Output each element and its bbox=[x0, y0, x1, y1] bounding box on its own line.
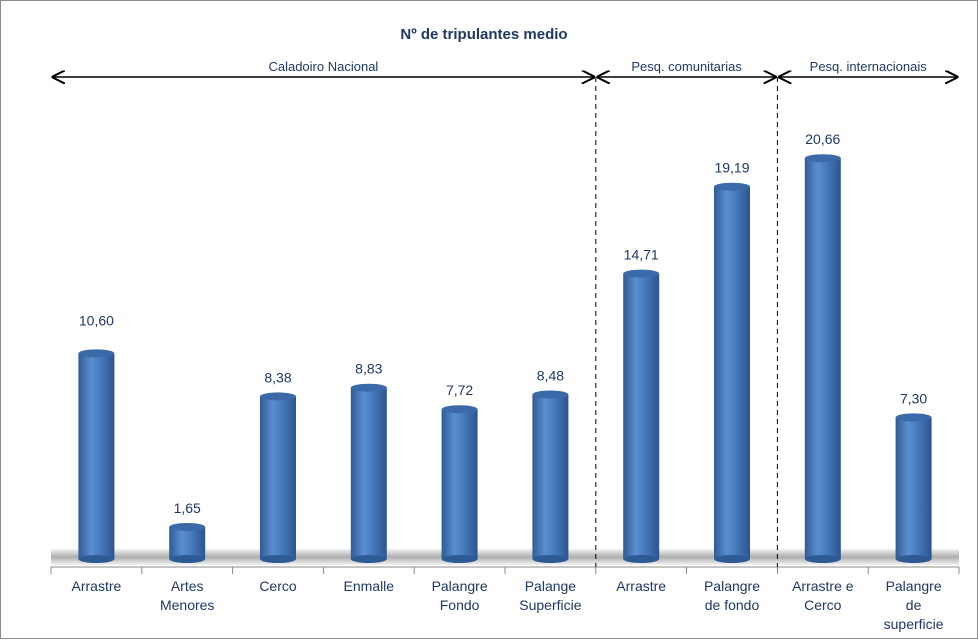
bar-top bbox=[260, 392, 296, 401]
bar-bottom bbox=[169, 555, 206, 563]
data-label: 10,60 bbox=[79, 312, 114, 328]
category-label: Cerco bbox=[804, 597, 842, 613]
group-label: Caladoiro Nacional bbox=[268, 59, 378, 74]
bar-bottom bbox=[350, 555, 387, 563]
category-label: Palange bbox=[525, 578, 577, 594]
category-label: Arrastre bbox=[616, 578, 666, 594]
category-label: Menores bbox=[160, 597, 214, 613]
data-label: 7,72 bbox=[446, 382, 473, 398]
data-label: 19,19 bbox=[714, 160, 749, 176]
category-label: de bbox=[906, 597, 922, 613]
data-label: 8,83 bbox=[355, 361, 382, 377]
bar bbox=[260, 396, 296, 559]
category-label: Cerco bbox=[259, 578, 297, 594]
bar-top bbox=[441, 405, 478, 414]
category-label: Palangre bbox=[704, 578, 760, 594]
category-label: Arrastre e bbox=[792, 578, 854, 594]
category-label: Palangre bbox=[886, 578, 942, 594]
bar-bottom bbox=[78, 555, 115, 563]
bar-top bbox=[350, 383, 387, 392]
bar bbox=[169, 526, 206, 559]
category-label: de fondo bbox=[705, 597, 760, 613]
bar-bottom bbox=[895, 555, 932, 563]
bar-top bbox=[78, 349, 115, 358]
bar bbox=[350, 387, 387, 559]
bar bbox=[804, 158, 841, 560]
data-label: 14,71 bbox=[624, 247, 659, 263]
bar bbox=[441, 409, 478, 559]
bar-top bbox=[532, 390, 569, 399]
bar-bottom bbox=[623, 555, 660, 563]
category-label: Enmalle bbox=[344, 578, 395, 594]
chart-title: Nº de tripulantes medio bbox=[400, 26, 567, 43]
category-label: Superficie bbox=[519, 597, 581, 613]
bar-bottom bbox=[260, 555, 296, 563]
data-label: 7,30 bbox=[900, 390, 927, 406]
category-label: superficie bbox=[884, 616, 944, 632]
bar-top bbox=[623, 269, 660, 278]
bar-bottom bbox=[714, 555, 750, 563]
bar bbox=[532, 394, 569, 559]
bar-bottom bbox=[804, 555, 841, 563]
data-label: 8,48 bbox=[537, 367, 564, 383]
group-label: Pesq. internacionais bbox=[810, 59, 928, 74]
data-label: 1,65 bbox=[174, 500, 201, 516]
bar-top bbox=[804, 154, 841, 163]
category-label: Palangre bbox=[432, 578, 488, 594]
category-label: Artes bbox=[171, 578, 204, 594]
bar bbox=[895, 417, 932, 559]
group-label: Pesq. comunitarias bbox=[631, 59, 742, 74]
data-label: 20,66 bbox=[805, 131, 840, 147]
category-label: Fondo bbox=[440, 597, 480, 613]
bar-top bbox=[895, 413, 932, 422]
bar bbox=[78, 353, 115, 559]
bar-top bbox=[169, 522, 206, 531]
bar-top bbox=[714, 182, 750, 191]
bar bbox=[623, 273, 660, 559]
data-label: 8,38 bbox=[264, 369, 291, 385]
bar bbox=[714, 186, 750, 560]
category-label: Arrastre bbox=[72, 578, 122, 594]
bar-bottom bbox=[532, 555, 569, 563]
bar-bottom bbox=[441, 555, 478, 563]
